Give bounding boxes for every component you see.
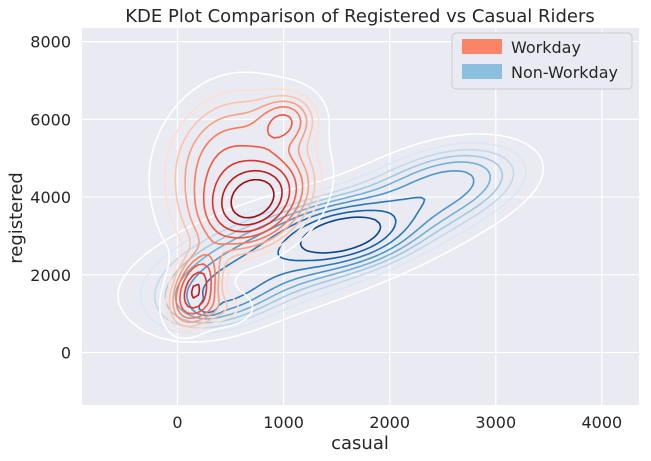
- y-tick-labels: 0 2000 4000 6000 8000: [30, 33, 71, 363]
- legend: Workday Non-Workday: [451, 32, 633, 90]
- contour-line: [175, 106, 304, 319]
- contour-line: [190, 169, 283, 299]
- y-tick-label: 4000: [30, 188, 71, 207]
- legend-swatch-non-workday: [462, 64, 502, 79]
- contour-line: [148, 71, 335, 340]
- x-tick-label: 4000: [582, 413, 623, 432]
- x-tick-label: 3000: [475, 413, 516, 432]
- contour-line: [179, 114, 298, 315]
- x-tick-label: 2000: [369, 413, 410, 432]
- contour-layer: [117, 71, 545, 343]
- legend-label-non-workday: Non-Workday: [511, 63, 618, 82]
- contour-line: [140, 142, 527, 335]
- series-workday: [148, 71, 335, 340]
- contour-line: [168, 94, 316, 328]
- contour-line: [230, 178, 275, 219]
- x-tick-labels: 0 1000 2000 3000 4000: [172, 413, 622, 432]
- y-tick-label: 6000: [30, 110, 71, 129]
- contour-line: [117, 133, 545, 343]
- y-tick-label: 0: [61, 344, 71, 363]
- y-tick-label: 8000: [30, 33, 71, 52]
- y-axis-label: registered: [6, 172, 27, 264]
- contour-line: [277, 209, 397, 262]
- contour-line: [183, 159, 291, 309]
- x-tick-label: 1000: [263, 413, 304, 432]
- contour-line: [172, 100, 310, 324]
- legend-label-workday: Workday: [511, 38, 581, 57]
- legend-swatch-workday: [462, 39, 502, 54]
- x-tick-label: 0: [172, 413, 182, 432]
- x-axis-label: casual: [331, 433, 389, 454]
- chart-title: KDE Plot Comparison of Registered vs Cas…: [125, 6, 595, 27]
- contour-line: [164, 88, 323, 332]
- y-tick-label: 2000: [30, 266, 71, 285]
